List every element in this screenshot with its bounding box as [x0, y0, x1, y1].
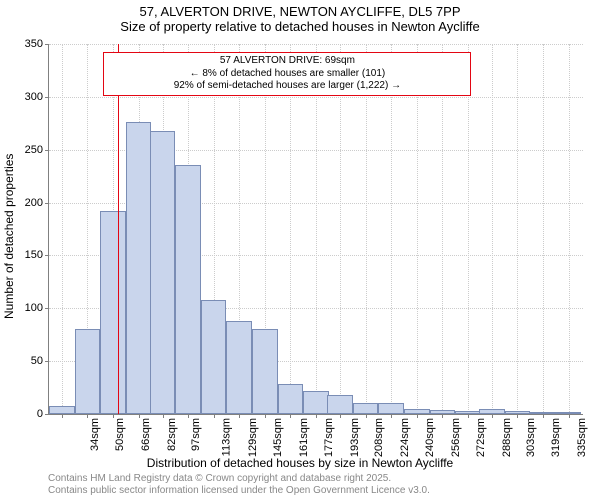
histogram-bar	[150, 131, 176, 414]
x-tick-label: 177sqm	[324, 418, 336, 457]
x-tick-mark	[517, 414, 518, 418]
x-axis-label: Distribution of detached houses by size …	[0, 456, 600, 470]
x-tick-mark	[62, 414, 63, 418]
gridline-v	[366, 44, 367, 414]
annotation-box: 57 ALVERTON DRIVE: 69sqm← 8% of detached…	[103, 52, 471, 96]
x-tick-mark	[290, 414, 291, 418]
x-tick-label: 97sqm	[190, 418, 202, 451]
x-tick-mark	[113, 414, 114, 418]
gridline-v	[517, 44, 518, 414]
x-tick-label: 272sqm	[475, 418, 487, 457]
annotation-line: 57 ALVERTON DRIVE: 69sqm	[108, 55, 466, 68]
y-tick-label: 50	[31, 355, 49, 367]
histogram-bar	[252, 329, 278, 414]
x-tick-mark	[543, 414, 544, 418]
x-tick-mark	[239, 414, 240, 418]
attribution-text: Contains HM Land Registry data © Crown c…	[48, 473, 430, 496]
x-tick-mark	[139, 414, 140, 418]
histogram-bar	[49, 406, 75, 414]
histogram-bar	[378, 403, 404, 414]
annotation-line: ← 8% of detached houses are smaller (101…	[108, 68, 466, 81]
histogram-bar	[126, 122, 152, 414]
attribution-line-1: Contains HM Land Registry data © Crown c…	[48, 473, 430, 485]
y-axis-label: Number of detached properties	[2, 154, 16, 319]
histogram-bar	[556, 412, 582, 414]
x-tick-label: 145sqm	[272, 418, 284, 457]
x-tick-label: 50sqm	[114, 418, 126, 451]
x-tick-mark	[442, 414, 443, 418]
x-tick-label: 66sqm	[140, 418, 152, 451]
annotation-line: 92% of semi-detached houses are larger (…	[108, 80, 466, 93]
x-tick-label: 113sqm	[220, 418, 232, 456]
gridline-v	[417, 44, 418, 414]
y-tick-label: 200	[25, 197, 49, 209]
gridline-v	[340, 44, 341, 414]
histogram-bar	[530, 412, 556, 414]
x-tick-mark	[87, 414, 88, 418]
histogram-bar	[303, 391, 329, 414]
histogram-bar	[505, 411, 531, 414]
x-tick-label: 224sqm	[399, 418, 411, 457]
gridline-v	[316, 44, 317, 414]
histogram-bar	[327, 395, 353, 414]
x-tick-mark	[265, 414, 266, 418]
histogram-bar	[404, 409, 430, 414]
x-tick-mark	[468, 414, 469, 418]
histogram-bar	[430, 410, 456, 414]
marker-line	[118, 44, 119, 414]
gridline-v	[543, 44, 544, 414]
gridline-v	[62, 44, 63, 414]
gridline-v	[442, 44, 443, 414]
x-tick-label: 161sqm	[298, 418, 310, 457]
x-tick-label: 82sqm	[166, 418, 178, 451]
x-tick-label: 335sqm	[576, 418, 588, 457]
x-tick-mark	[417, 414, 418, 418]
gridline-v	[468, 44, 469, 414]
y-tick-label: 0	[37, 408, 49, 420]
plot-area: 05010015020025030035034sqm50sqm66sqm82sq…	[48, 44, 583, 415]
y-tick-label: 150	[25, 249, 49, 261]
histogram-bar	[479, 409, 505, 414]
x-tick-label: 208sqm	[373, 418, 385, 457]
x-tick-mark	[366, 414, 367, 418]
x-tick-mark	[163, 414, 164, 418]
histogram-bar	[201, 300, 227, 414]
histogram-bar	[226, 321, 252, 414]
y-tick-label: 350	[25, 38, 49, 50]
x-tick-mark	[316, 414, 317, 418]
y-tick-label: 250	[25, 144, 49, 156]
title-line-2: Size of property relative to detached ho…	[0, 19, 600, 34]
x-tick-label: 193sqm	[349, 418, 361, 457]
histogram-bar	[100, 211, 126, 414]
histogram-bar	[353, 403, 379, 414]
y-tick-label: 300	[25, 91, 49, 103]
y-tick-label: 100	[25, 302, 49, 314]
chart-title: 57, ALVERTON DRIVE, NEWTON AYCLIFFE, DL5…	[0, 4, 600, 34]
x-tick-mark	[569, 414, 570, 418]
x-tick-mark	[340, 414, 341, 418]
gridline-v	[492, 44, 493, 414]
x-tick-label: 256sqm	[450, 418, 462, 457]
x-tick-label: 303sqm	[525, 418, 537, 457]
x-tick-label: 240sqm	[424, 418, 436, 457]
histogram-bar	[175, 165, 201, 414]
histogram-bar	[455, 411, 481, 414]
x-tick-mark	[492, 414, 493, 418]
x-tick-mark	[214, 414, 215, 418]
histogram-bar	[75, 329, 101, 414]
title-line-1: 57, ALVERTON DRIVE, NEWTON AYCLIFFE, DL5…	[0, 4, 600, 19]
x-tick-mark	[188, 414, 189, 418]
gridline-v	[290, 44, 291, 414]
x-tick-label: 319sqm	[551, 418, 563, 457]
gridline-v	[391, 44, 392, 414]
x-tick-mark	[391, 414, 392, 418]
attribution-line-2: Contains public sector information licen…	[48, 485, 430, 497]
x-tick-label: 288sqm	[501, 418, 513, 457]
x-tick-label: 34sqm	[89, 418, 101, 451]
x-tick-label: 129sqm	[247, 418, 259, 457]
chart-container: 57, ALVERTON DRIVE, NEWTON AYCLIFFE, DL5…	[0, 0, 600, 500]
histogram-bar	[278, 384, 304, 414]
gridline-v	[569, 44, 570, 414]
